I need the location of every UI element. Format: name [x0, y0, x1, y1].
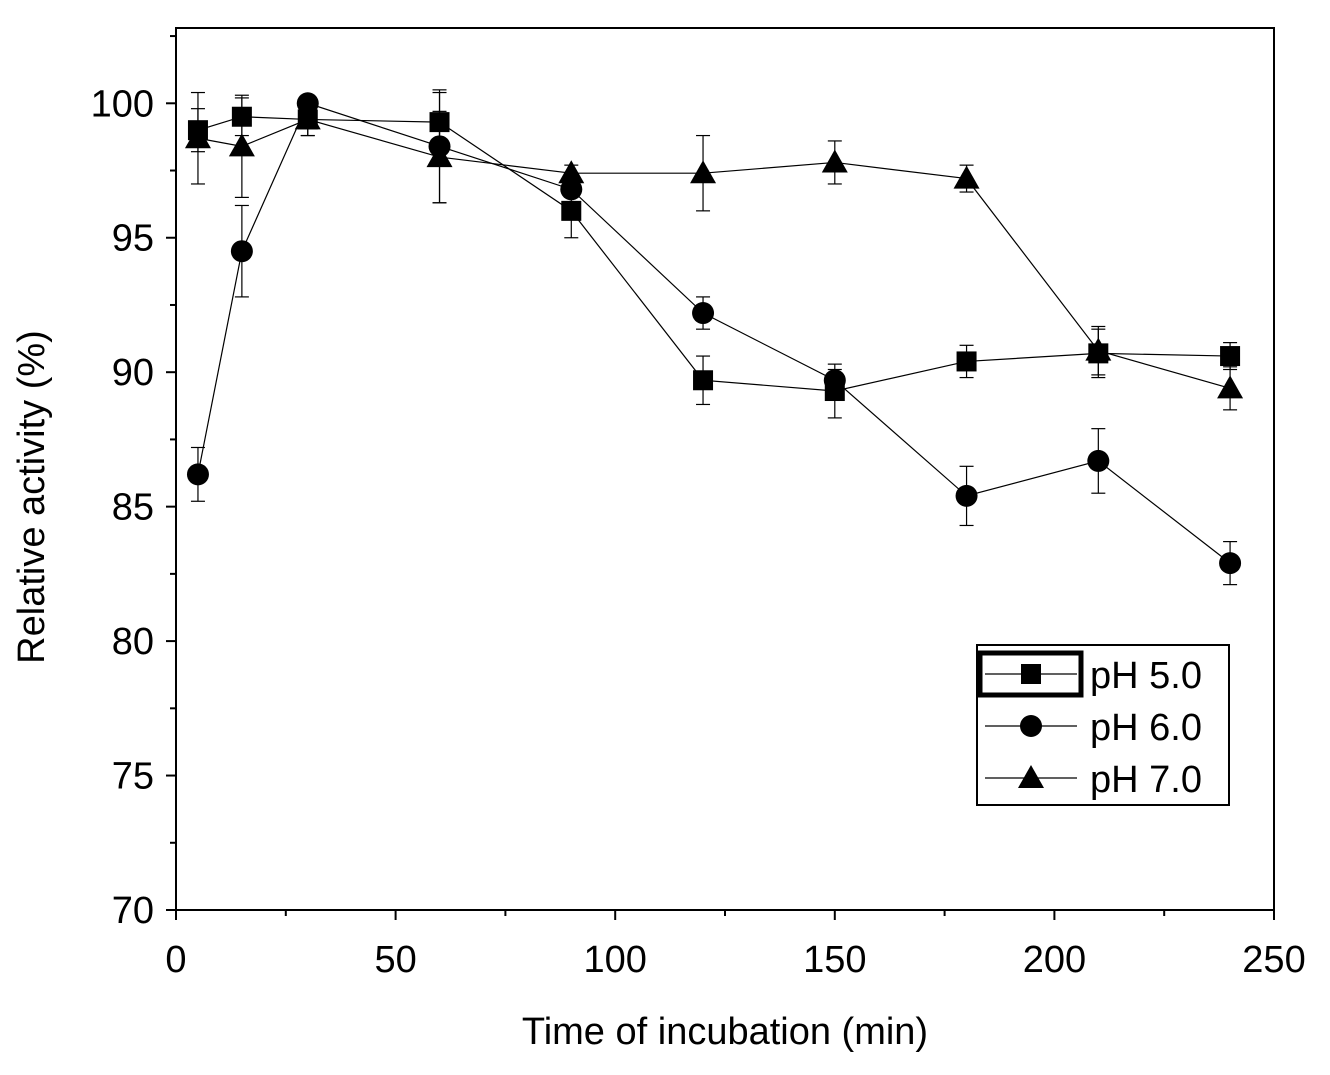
- series-ph-7.0: [184, 91, 1244, 411]
- legend-item: pH 7.0: [985, 759, 1202, 801]
- circle-marker: [560, 178, 583, 201]
- series-ph-6.0: [186, 89, 1242, 586]
- x-tick-label: 250: [1242, 939, 1305, 981]
- x-tick-label: 0: [165, 939, 186, 981]
- triangle-marker: [228, 133, 255, 157]
- circle-marker: [1020, 715, 1042, 737]
- y-axis-label: Relative activity (%): [11, 330, 53, 664]
- y-tick-label: 75: [112, 756, 154, 798]
- triangle-marker: [294, 106, 321, 130]
- triangle-marker: [184, 125, 211, 149]
- x-tick-label: 200: [1023, 939, 1086, 981]
- triangle-marker: [558, 160, 585, 184]
- square-marker: [1220, 346, 1241, 367]
- circle-marker: [692, 302, 715, 325]
- legend-label: pH 7.0: [1090, 759, 1202, 801]
- triangle-marker: [1085, 337, 1112, 361]
- triangle-marker: [821, 149, 848, 173]
- triangle-marker: [1018, 765, 1044, 788]
- legend-item: pH 5.0: [977, 650, 1202, 698]
- triangle-marker: [1217, 375, 1244, 399]
- triangle-marker: [690, 160, 717, 184]
- y-tick-label: 95: [112, 218, 154, 260]
- series-ph-5.0: [187, 91, 1241, 419]
- square-marker: [693, 370, 714, 391]
- legend: pH 5.0 pH 6.0 pH 7.0: [976, 644, 1230, 806]
- legend-label: pH 5.0: [1090, 655, 1202, 697]
- legend-item: pH 6.0: [985, 707, 1202, 749]
- y-tick-label: 80: [112, 621, 154, 663]
- x-tick-label: 50: [374, 939, 416, 981]
- y-tick-label: 100: [91, 83, 154, 125]
- x-tick-label: 150: [803, 939, 866, 981]
- square-marker: [956, 351, 977, 372]
- y-tick-label: 90: [112, 352, 154, 394]
- triangle-marker: [426, 144, 453, 168]
- circle-marker: [1219, 552, 1242, 575]
- triangle-marker: [953, 165, 980, 189]
- x-axis-label: Time of incubation (min): [522, 1011, 928, 1053]
- circle-marker: [955, 484, 978, 507]
- y-tick-label: 85: [112, 487, 154, 529]
- circle-marker: [823, 369, 846, 392]
- legend-label: pH 6.0: [1090, 707, 1202, 749]
- legend-selection-box: [977, 650, 1084, 698]
- y-tick-label: 70: [112, 890, 154, 932]
- x-tick-label: 100: [583, 939, 646, 981]
- circle-marker: [186, 463, 209, 486]
- series-line: [197, 116, 1231, 392]
- series-line: [197, 102, 1231, 564]
- series-line: [197, 118, 1231, 389]
- circle-marker: [230, 240, 253, 263]
- circle-marker: [1087, 449, 1110, 472]
- square-marker: [1021, 664, 1041, 684]
- square-marker: [561, 200, 582, 221]
